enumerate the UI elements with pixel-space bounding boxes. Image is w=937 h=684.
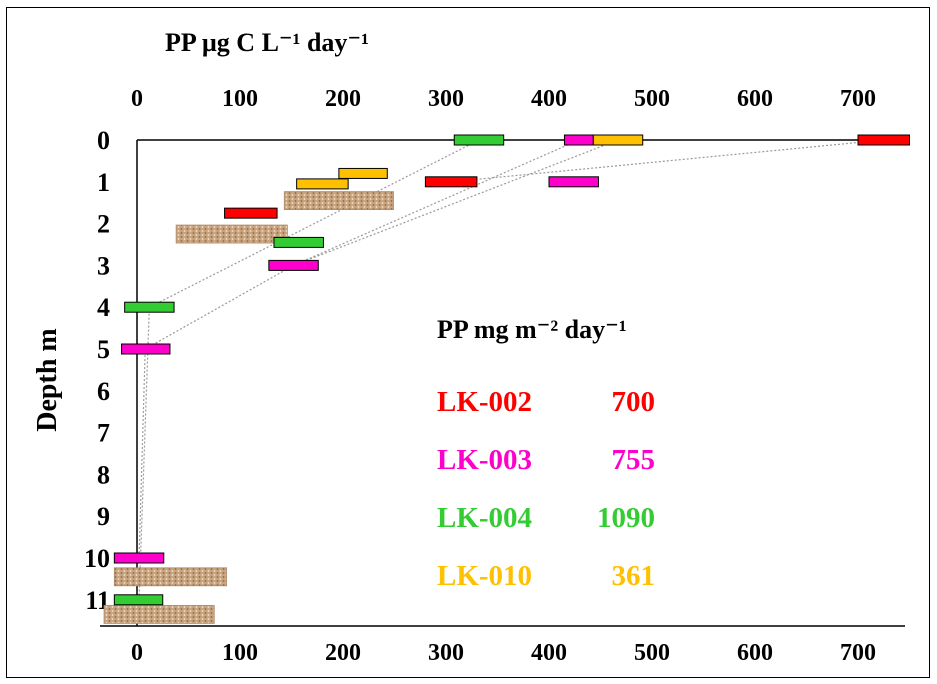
top-x-tick-label: 400 — [531, 86, 567, 112]
pp-bar — [296, 178, 349, 190]
bottom-x-tick-label: 600 — [737, 640, 773, 666]
profile-line — [138, 139, 580, 559]
bottom-x-tick-label: 500 — [634, 640, 670, 666]
y-tick-label: 7 — [97, 419, 110, 448]
y-tick-label: 8 — [97, 460, 110, 489]
pp-bar — [124, 301, 175, 313]
y-tick-label: 0 — [97, 126, 110, 155]
pp-bar — [224, 207, 278, 219]
y-tick-label: 2 — [97, 210, 110, 239]
pp-bar — [113, 552, 165, 564]
y-tick-label: 9 — [97, 502, 110, 531]
textured-bar — [103, 605, 215, 624]
chart-frame — [6, 7, 930, 678]
pp-bar — [857, 134, 910, 146]
legend-value: 700 — [612, 386, 656, 418]
pp-bar — [453, 134, 505, 146]
legend-station: LK-004 — [437, 502, 532, 534]
bottom-x-tick-label: 300 — [428, 640, 464, 666]
textured-bar — [175, 224, 288, 244]
profile-line — [293, 139, 619, 266]
y-axis-label: Depth m — [32, 328, 63, 431]
legend-title: PP mg m⁻² day⁻¹ — [437, 315, 627, 344]
pp-bar — [563, 134, 594, 146]
pp-bar — [273, 236, 324, 248]
textured-bar — [283, 191, 394, 211]
legend-station: LK-010 — [437, 560, 532, 592]
y-tick-label: 1 — [97, 168, 110, 197]
bottom-x-tick-label: 700 — [840, 640, 876, 666]
legend-value: 1090 — [597, 502, 655, 534]
bottom-x-tick-label: 200 — [325, 640, 361, 666]
pp-bar — [548, 176, 599, 188]
top-x-tick-label: 500 — [634, 86, 670, 112]
legend: PP mg m⁻² day⁻¹ LK-002 700 LK-003 755 LK-004… — [437, 315, 655, 592]
pp-bar — [592, 134, 644, 146]
y-tick-label: 5 — [97, 335, 110, 364]
bottom-x-tick-label: 400 — [531, 640, 567, 666]
top-x-tick-labels: 0 100 200 300 400 500 600 700 — [131, 86, 876, 112]
pp-bar — [268, 259, 319, 271]
top-x-tick-label: 600 — [737, 86, 773, 112]
top-axis-title: PP µg C L⁻¹ day⁻¹ — [165, 28, 369, 57]
pp-bar — [121, 343, 171, 355]
y-tick-label: 6 — [97, 377, 110, 406]
y-tick-label: 10 — [84, 544, 110, 573]
top-x-tick-label: 0 — [131, 86, 143, 112]
bottom-x-tick-label: 0 — [131, 640, 143, 666]
pp-bar — [338, 167, 388, 179]
pp-bar — [113, 594, 164, 606]
bottom-x-tick-labels: 0 100 200 300 400 500 600 700 — [131, 640, 876, 666]
y-tick-label: 4 — [97, 293, 110, 322]
top-x-tick-label: 100 — [222, 86, 258, 112]
top-x-tick-label: 200 — [325, 86, 361, 112]
legend-value: 361 — [612, 560, 656, 592]
textured-bar — [113, 567, 228, 587]
pp-bars — [103, 134, 910, 624]
top-x-tick-label: 300 — [428, 86, 464, 112]
legend-station: LK-002 — [437, 386, 532, 418]
profile-line — [451, 139, 884, 183]
bottom-x-tick-label: 100 — [222, 640, 258, 666]
pp-bar — [424, 176, 478, 188]
top-x-tick-label: 700 — [840, 86, 876, 112]
axes — [100, 139, 905, 627]
legend-station: LK-003 — [437, 444, 532, 476]
legend-value: 755 — [612, 444, 656, 476]
y-tick-label: 3 — [97, 251, 110, 280]
